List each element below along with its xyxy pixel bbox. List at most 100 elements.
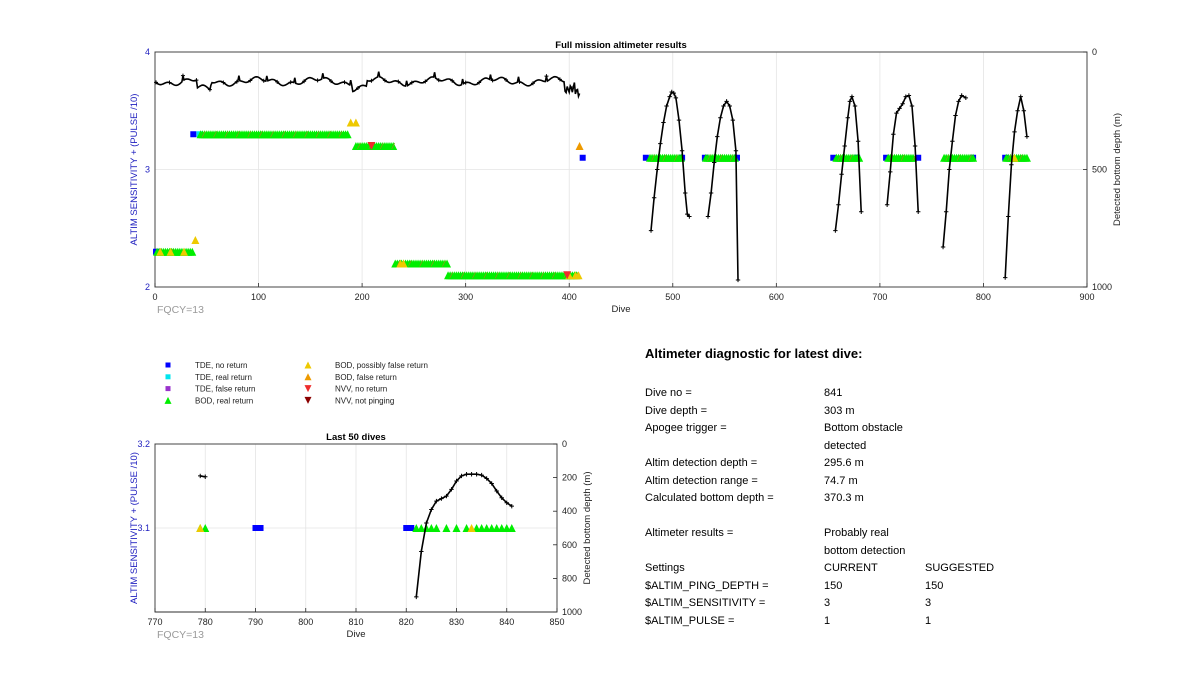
top-dive-profile-point	[906, 93, 912, 98]
top-marker-accent	[472, 272, 476, 279]
diagnostic-label: $ALTIM_PING_DEPTH =	[645, 579, 769, 592]
top-marker	[443, 259, 452, 268]
diagnostic-label: Dive no =	[645, 387, 692, 399]
top-dive-profile-point	[683, 190, 688, 196]
top-dive-profile-point	[685, 211, 690, 217]
top-marker	[179, 247, 188, 256]
top-y-axis-left-label: ALTIM SENSITIVITY + (PULSE /10)	[129, 94, 140, 246]
top-dive-profile-point	[1012, 129, 1017, 135]
legend-label: BOD, possibly false return	[335, 361, 428, 370]
top-dive-profile-point	[842, 143, 847, 149]
bottom-marker	[507, 524, 516, 532]
bottom-depth-line-point	[499, 495, 504, 500]
top-marker-accent	[327, 131, 331, 138]
top-dive-profile-point	[679, 148, 685, 153]
top-marker	[188, 247, 197, 256]
bottom-depth-line-point	[414, 594, 419, 600]
top-dive-profile-point	[651, 195, 657, 200]
top-bottom-depth-point	[302, 79, 307, 84]
top-ytick-right-label: 0	[1092, 47, 1097, 57]
diagnostic-row: Apogee trigger = Bottom obstacle detected	[645, 420, 1165, 452]
top-marker-accent	[956, 154, 961, 161]
top-dive-profile-point	[727, 103, 732, 109]
top-bottom-depth-point	[557, 77, 562, 82]
top-dive-profile-point	[661, 120, 666, 125]
top-marker-accent	[651, 154, 655, 161]
top-marker	[156, 247, 165, 256]
top-bottom-depth-point	[342, 80, 347, 85]
top-dive-profile-point	[1024, 134, 1030, 139]
top-dive-profile-point	[655, 167, 660, 172]
top-marker-accent	[442, 260, 446, 267]
top-bottom-depth-point	[221, 80, 226, 85]
top-marker	[563, 271, 572, 280]
bottom-depth-line-point	[489, 481, 494, 486]
top-y-axis-right-label: Detected bottom depth (m)	[1112, 113, 1123, 226]
top-marker-accent	[674, 154, 678, 161]
legend-label: BOD, false return	[335, 373, 397, 382]
bottom-depth-line-point	[198, 473, 203, 479]
diagnostic-rows: Dive no = 841 Dive depth = 303 m Apogee trig…	[645, 385, 1165, 630]
bottom-marker	[432, 524, 441, 532]
top-marker	[399, 259, 408, 268]
bottom-frame	[154, 443, 558, 613]
top-bottom-depth-point	[409, 80, 414, 85]
top-bottom-depth-point	[288, 80, 293, 85]
legend-marker-square	[165, 362, 171, 368]
diagnostic-row: $ALTIM_PULSE = 1 1	[645, 613, 1165, 631]
bottom-marker	[502, 524, 511, 532]
top-marker	[883, 154, 890, 161]
diagnostic-row: Settings CURRENT SUGGESTED	[645, 560, 1165, 578]
top-bottom-depth-point	[477, 80, 482, 85]
top-marker-accent	[292, 131, 297, 138]
diagnostic-value: 1	[824, 614, 831, 627]
top-marker-accent	[281, 131, 286, 138]
top-marker	[351, 118, 360, 127]
top-marker	[730, 153, 739, 162]
diagnostic-panel: Altimeter diagnostic for latest dive: Di…	[645, 346, 1165, 630]
top-dive-profile-point	[909, 103, 915, 109]
diagnostic-label: Apogee trigger =	[645, 422, 727, 434]
top-bottom-depth-point	[382, 78, 387, 83]
diagnostic-label: Settings	[645, 562, 685, 574]
diagnostic-value: 3	[824, 597, 831, 609]
bottom-series-layer	[196, 472, 516, 600]
top-marker-accent	[945, 154, 950, 161]
top-marker-accent	[483, 272, 488, 279]
top-xtick-label: 600	[769, 292, 784, 302]
diagnostic-label: Altimeter results =	[645, 527, 734, 539]
top-dive-profile-point	[708, 190, 714, 196]
bottom-y-axis-right-label: Detected bottom depth (m)	[582, 472, 593, 585]
top-dive-profile-point	[733, 148, 739, 153]
diagnostic-value-suggested: 150	[925, 579, 944, 592]
diagnostic-value: 74.7 m	[824, 474, 858, 487]
diagnostic-value: 295.6 m	[824, 457, 864, 469]
top-marker	[1022, 153, 1031, 162]
top-bottom-depth-point	[517, 79, 522, 84]
top-bottom-depth-point	[423, 79, 428, 84]
legend-marker-triangle-up	[304, 361, 312, 369]
top-dive-profile-point	[956, 99, 961, 104]
top-marker	[343, 130, 352, 139]
top-ytick-left-label: 4	[145, 47, 150, 57]
top-dive-profile	[1004, 96, 1028, 278]
top-bottom-depth-point	[248, 78, 253, 83]
top-bottom-depth-point	[275, 79, 280, 84]
top-bottom-depth-point	[504, 77, 509, 82]
top-marker-accent	[396, 260, 401, 267]
diagnostic-value-suggested: SUGGESTED	[925, 562, 995, 574]
top-bottom-depth-point	[530, 81, 535, 86]
bottom-depth-line-point	[474, 472, 479, 477]
top-marker-accent	[449, 272, 454, 279]
top-dive-profile-point	[912, 143, 918, 149]
diagnostic-label: $ALTIM_PULSE =	[645, 614, 735, 627]
top-marker	[915, 154, 922, 161]
top-chart-title: Full mission altimeter results	[555, 40, 686, 51]
top-marker-accent	[419, 260, 423, 267]
top-bottom-depth-point	[355, 85, 360, 90]
bottom-marker	[467, 524, 476, 532]
bottom-depth-line-point	[469, 472, 474, 477]
top-bottom-depth-point	[261, 78, 266, 83]
bottom-depth-line-point	[484, 476, 489, 481]
bottom-depth-line-point	[419, 549, 424, 554]
